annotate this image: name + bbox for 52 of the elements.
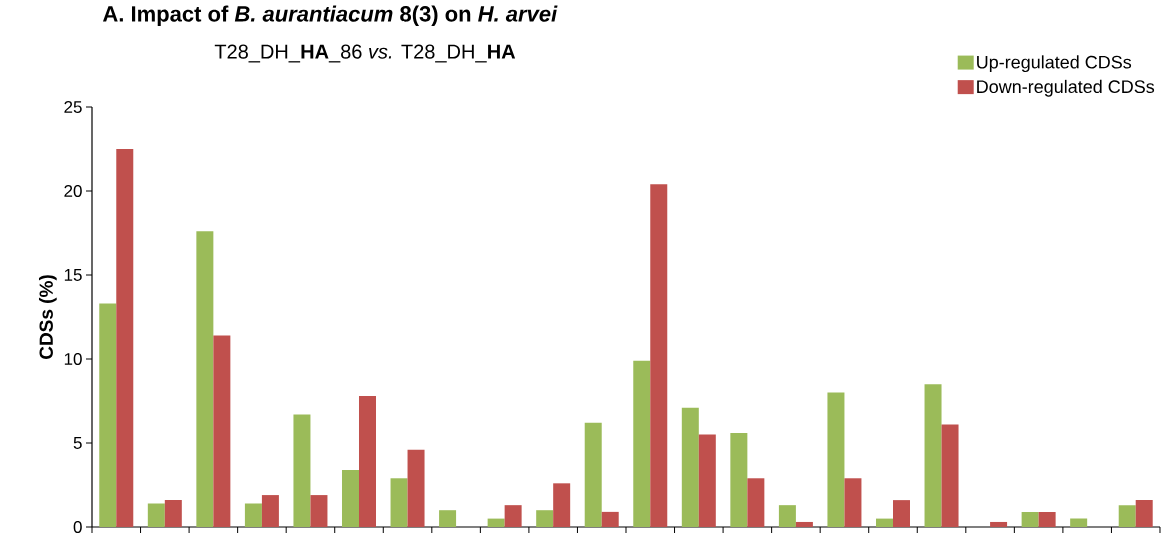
- bar: [747, 478, 765, 527]
- bar: [924, 384, 942, 527]
- bar: [487, 518, 505, 527]
- bar: [844, 478, 862, 527]
- bar: [584, 422, 602, 527]
- bar: [892, 500, 910, 527]
- bar: [196, 231, 214, 527]
- bar: [407, 449, 425, 527]
- bar: [213, 335, 231, 527]
- bar: [504, 505, 522, 527]
- bar: [795, 521, 813, 527]
- bar: [310, 495, 328, 527]
- bar: [827, 392, 845, 527]
- bar: [730, 432, 748, 527]
- bar: [1118, 505, 1136, 527]
- bar: [941, 424, 959, 527]
- bar: [164, 500, 182, 527]
- legend-label: Up-regulated CDSs: [977, 55, 1132, 73]
- bar: [261, 495, 279, 527]
- bar: [536, 510, 554, 527]
- bar: [1135, 500, 1153, 527]
- bar: [553, 483, 571, 527]
- bar: [147, 503, 165, 527]
- bar: [99, 303, 117, 527]
- bar: [633, 360, 651, 527]
- y-tick-label: 5: [73, 437, 82, 449]
- y-tick-label: 15: [64, 269, 82, 281]
- y-tick-label: 25: [64, 100, 82, 114]
- bar: [439, 510, 457, 527]
- bar: [698, 434, 716, 527]
- bar: [244, 503, 262, 527]
- bar: [1070, 518, 1088, 527]
- bar: [342, 469, 359, 527]
- y-tick-label: 0: [73, 520, 82, 534]
- bar: [359, 395, 376, 527]
- bar: [293, 414, 311, 527]
- bar: [650, 184, 668, 527]
- y-axis-title: CDSs (%): [38, 275, 57, 359]
- bar: [1038, 511, 1056, 527]
- y-tick-label: 10: [64, 352, 82, 366]
- bar: [601, 511, 619, 527]
- bar: [1021, 511, 1039, 527]
- bar: [681, 407, 699, 527]
- bar: [390, 478, 408, 527]
- bar: [990, 521, 1008, 527]
- chart-subtitle: T28_DH_HA_86 vs. T28_DH_HA: [214, 44, 516, 63]
- chart-title: A. Impact of B. aurantiacum 8(3) on H. arvei: [102, 5, 558, 27]
- legend-label: Down-regulated CDSs: [977, 79, 1155, 97]
- y-tick-label: 20: [64, 184, 82, 198]
- bar: [116, 149, 134, 527]
- bar: [778, 505, 796, 527]
- bar: [875, 518, 893, 527]
